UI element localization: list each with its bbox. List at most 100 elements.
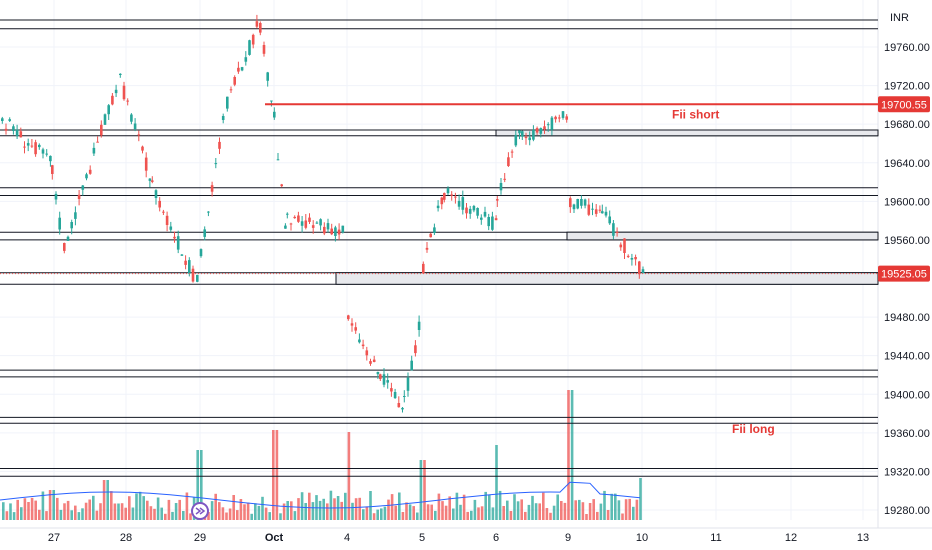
- volume-bar: [52, 490, 55, 520]
- volume-bar: [174, 503, 178, 520]
- volume-bar: [588, 503, 592, 520]
- volume-bar: [628, 498, 631, 520]
- candle-body: [410, 360, 413, 371]
- volume-bar: [434, 510, 437, 520]
- volume-bar: [300, 492, 304, 520]
- supply-demand-zone: [495, 129, 879, 137]
- candle-body: [26, 143, 30, 146]
- volume-bar: [527, 504, 531, 520]
- candle-body: [436, 205, 440, 209]
- volume-bar: [390, 494, 394, 520]
- volume-bar: [416, 512, 419, 520]
- candle-body: [457, 200, 461, 207]
- candle-body: [162, 211, 165, 213]
- volume-bar: [81, 508, 84, 520]
- candle-body: [350, 323, 354, 326]
- x-tick-label: 29: [194, 532, 206, 544]
- candle-body: [45, 153, 48, 155]
- candle-body: [483, 211, 487, 217]
- candle-body: [144, 157, 148, 171]
- volume-bar: [189, 513, 192, 520]
- volume-bar: [614, 493, 617, 520]
- volume-bar: [549, 512, 552, 520]
- volume-bar: [556, 494, 559, 520]
- candle-body: [41, 149, 45, 154]
- volume-bar: [308, 492, 311, 520]
- volume-bar: [70, 510, 73, 520]
- candle-body: [19, 131, 23, 138]
- candle-body: [49, 155, 52, 162]
- volume-bar: [538, 503, 541, 520]
- candle-body: [397, 403, 401, 408]
- candle-body: [184, 260, 187, 265]
- candle-body: [608, 216, 611, 224]
- x-tick-label: 6: [493, 532, 499, 544]
- volume-bar: [488, 495, 491, 520]
- candle-body: [92, 147, 96, 154]
- candle-body: [289, 223, 293, 225]
- volume-bar: [149, 506, 153, 520]
- volume-bar: [279, 513, 282, 520]
- candle-body: [521, 131, 524, 137]
- volume-bar: [74, 505, 77, 520]
- candle-body: [494, 218, 498, 221]
- volume-bar: [92, 495, 95, 520]
- y-tick-label: 19760.00: [884, 42, 930, 54]
- volume-bar: [138, 491, 142, 520]
- y-tick-label: 19280.00: [884, 505, 930, 517]
- candle-body: [111, 95, 114, 105]
- candle-body: [524, 136, 528, 139]
- volume-bar: [401, 512, 405, 520]
- volume-bar: [513, 494, 516, 520]
- volume-bar: [344, 492, 347, 520]
- volume-bar: [362, 509, 365, 520]
- candle-body: [158, 200, 161, 208]
- candle-body: [358, 339, 361, 343]
- volume-bar: [592, 499, 595, 520]
- candle-body: [270, 100, 273, 102]
- volume-bar: [570, 390, 574, 520]
- candle-body: [480, 217, 483, 220]
- candle-body: [255, 21, 259, 27]
- volume-bar: [398, 492, 401, 520]
- candle-body: [244, 57, 248, 62]
- volume-bar: [484, 491, 487, 520]
- volume-bar: [560, 501, 563, 520]
- candle-body: [85, 174, 88, 179]
- volume-bar: [232, 495, 235, 520]
- volume-bar: [574, 500, 577, 520]
- candle-body: [403, 396, 406, 397]
- candle-body: [330, 228, 333, 235]
- volume-bar: [214, 493, 217, 520]
- volume-bar: [5, 511, 9, 520]
- x-tick-label: 9: [565, 532, 571, 544]
- x-tick-label: 27: [48, 532, 60, 544]
- candle-body: [604, 211, 608, 216]
- candle-body: [119, 73, 122, 75]
- volume-bar: [473, 499, 477, 520]
- volume-bar: [426, 504, 430, 520]
- volume-bar: [387, 499, 390, 520]
- volume-bar: [412, 506, 415, 520]
- volume-bar: [56, 497, 59, 520]
- volume-bar: [603, 490, 606, 520]
- candle-body: [259, 23, 262, 33]
- volume-bar: [45, 511, 48, 520]
- candle-body: [308, 217, 311, 222]
- volume-bar: [38, 509, 41, 520]
- x-tick-label: 10: [636, 532, 648, 544]
- volume-bar: [63, 503, 66, 520]
- volume-bar: [117, 503, 120, 520]
- candle-body: [297, 215, 300, 222]
- volume-bar: [167, 499, 171, 520]
- volume-bar: [639, 478, 642, 520]
- candle-body: [554, 116, 557, 120]
- candle-body: [386, 380, 389, 383]
- supply-demand-zone: [335, 272, 879, 285]
- candle-body: [126, 100, 129, 102]
- candle-body: [8, 119, 11, 121]
- volume-bar: [502, 506, 505, 520]
- volume-bar: [286, 501, 289, 520]
- volume-bar: [326, 503, 329, 520]
